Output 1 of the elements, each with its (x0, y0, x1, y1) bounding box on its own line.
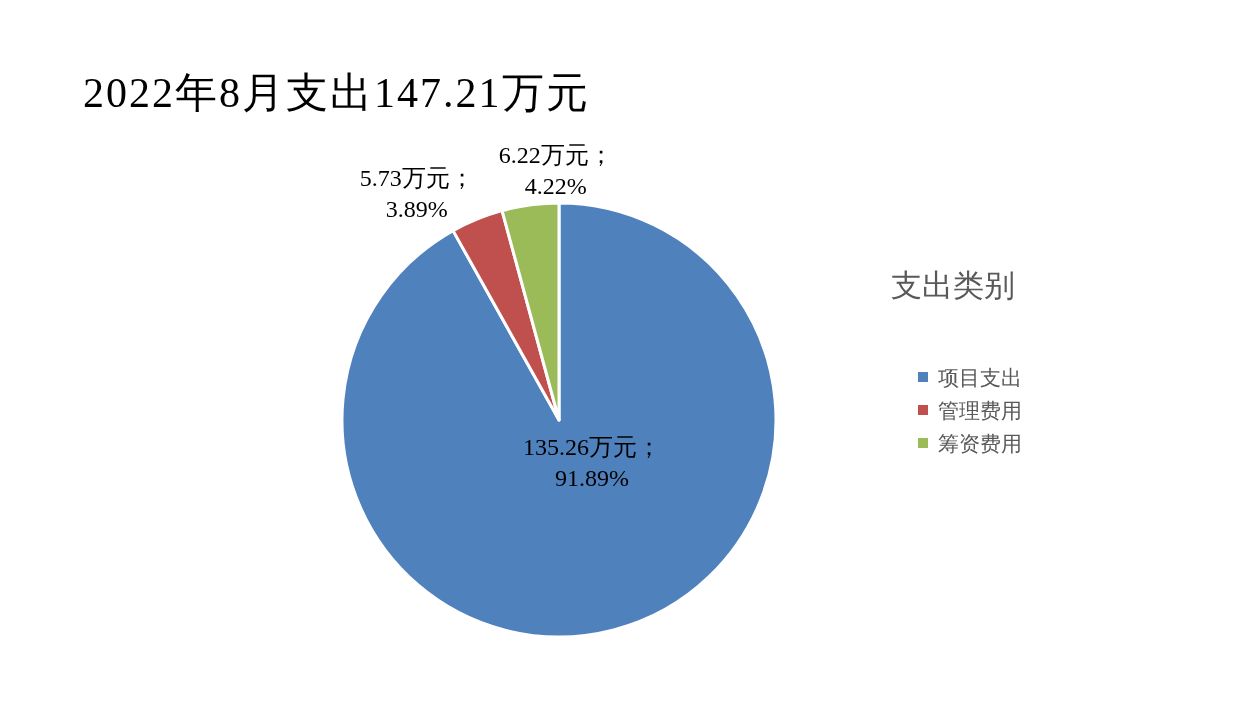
title: 2022年8月支出147.21万元 (83, 70, 590, 116)
